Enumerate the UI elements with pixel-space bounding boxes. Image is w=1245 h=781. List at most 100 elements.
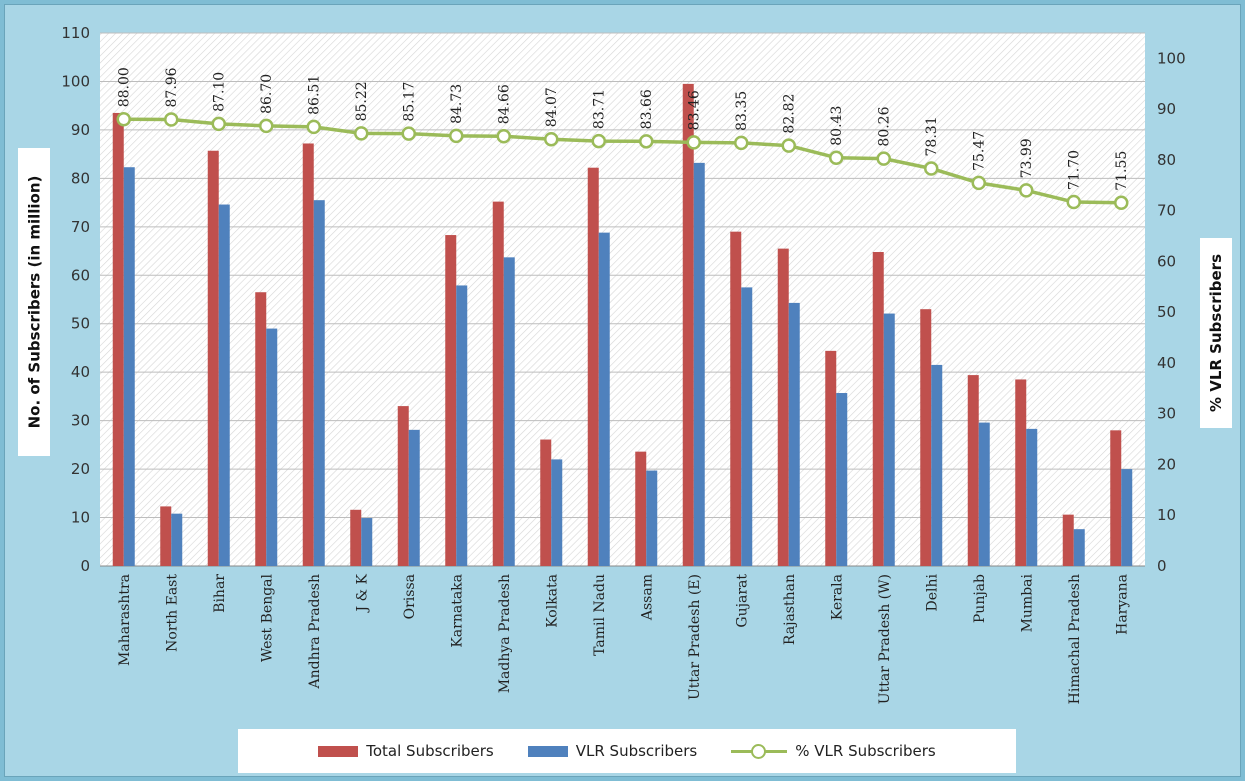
bar-vlr-subscribers	[313, 200, 325, 566]
category-label: Maharashtra	[117, 574, 133, 666]
y-axis-ticks: 0 10 20 30 40 50 60 70 80 90 100 110	[61, 24, 90, 575]
percent-vlr-marker	[639, 134, 654, 149]
percent-data-label: 80.26	[877, 106, 893, 146]
category-label: Orissa	[402, 574, 418, 619]
percent-data-label: 84.73	[449, 84, 465, 124]
bar-vlr-subscribers	[408, 429, 420, 566]
bar-vlr-subscribers	[836, 393, 848, 566]
bar-total-subscribers	[825, 350, 837, 566]
percent-data-label: 82.82	[782, 93, 798, 133]
percent-line	[116, 112, 1129, 211]
percent-data-label: 88.00	[117, 67, 133, 107]
percent-vlr-marker	[924, 161, 939, 176]
percent-data-label: 73.99	[1019, 138, 1035, 178]
percent-vlr-marker	[686, 135, 701, 150]
bar-total-subscribers	[445, 235, 457, 566]
percent-data-label: 83.66	[639, 89, 655, 129]
category-label: Kolkata	[544, 574, 560, 628]
bar-vlr-subscribers	[1073, 529, 1085, 566]
bar-vlr-subscribers	[218, 204, 230, 566]
bar-vlr-subscribers	[456, 285, 468, 566]
percent-data-label: 71.55	[1114, 151, 1130, 191]
percent-vlr-line	[123, 117, 1122, 205]
legend: Total Subscribers VLR Subscribers % VLR …	[238, 729, 1016, 773]
category-label: Andhra Pradesh	[307, 574, 323, 690]
percent-data-label: 71.70	[1067, 150, 1083, 190]
percent-data-label: 78.31	[924, 116, 940, 156]
percent-vlr-marker	[496, 128, 511, 144]
bar-total-subscribers	[682, 83, 694, 567]
legend-label-total: Total Subscribers	[366, 742, 494, 760]
percent-data-label: 83.35	[734, 91, 750, 131]
category-label: J & K	[354, 573, 370, 613]
y2-tick-label: 50	[1157, 303, 1176, 321]
category-label: Punjab	[972, 574, 988, 623]
percent-vlr-marker	[734, 135, 749, 151]
y-tick-label: 110	[61, 24, 90, 42]
y-tick-label: 100	[61, 72, 90, 90]
y-tick-label: 40	[71, 363, 90, 381]
data-labels: 88.00 87.96 87.10 86.70 86.51 85.22 85.17 84.73…	[117, 67, 1131, 191]
bar-vlr-subscribers	[503, 257, 515, 566]
bar-vlr-subscribers	[646, 470, 658, 566]
y-axis-title: No. of Subscribers (in million)	[25, 175, 43, 429]
legend-item-vlr: VLR Subscribers	[527, 742, 698, 760]
y-tick-label: 70	[71, 218, 90, 236]
category-label: North East	[164, 574, 180, 652]
legend-label-vlr: VLR Subscribers	[575, 742, 698, 760]
category-label: Gujarat	[734, 574, 750, 628]
y-tick-label: 10	[71, 509, 90, 527]
percent-vlr-marker	[591, 133, 606, 149]
y2-tick-label: 70	[1157, 202, 1176, 220]
percent-vlr-marker	[449, 128, 464, 144]
percent-vlr-marker	[829, 150, 844, 165]
percent-vlr-marker	[971, 175, 986, 191]
percent-vlr-marker	[306, 119, 321, 135]
y2-tick-label: 0	[1157, 557, 1167, 575]
y2-tick-label: 20	[1157, 455, 1176, 473]
category-labels: Maharashtra North East Bihar West Bengal And…	[117, 573, 1131, 704]
category-label: Rajasthan	[782, 574, 798, 645]
category-label: Assam	[639, 574, 655, 621]
y2-tick-label: 90	[1157, 100, 1176, 118]
percent-data-label: 80.43	[829, 106, 845, 146]
legend-swatch-pct	[731, 743, 788, 759]
y2-tick-label: 10	[1157, 506, 1176, 524]
percent-data-label: 83.46	[687, 90, 703, 130]
bar-vlr-subscribers	[1026, 428, 1038, 566]
y-tick-label: 20	[71, 460, 90, 478]
percent-data-label: 84.66	[497, 84, 513, 124]
category-label: Uttar Pradesh (E)	[687, 574, 703, 700]
percent-data-label: 83.71	[592, 89, 608, 129]
bar-vlr-subscribers	[171, 513, 183, 566]
bar-vlr-subscribers	[598, 232, 610, 566]
bar-vlr-subscribers	[266, 328, 278, 566]
legend-swatch-vlr	[527, 745, 568, 757]
bar-total-subscribers	[397, 406, 409, 566]
bar-total-subscribers	[872, 252, 884, 567]
percent-vlr-marker	[259, 118, 274, 134]
y-tick-label: 0	[80, 557, 90, 575]
y2-tick-label: 80	[1157, 151, 1176, 169]
percent-data-label: 86.70	[259, 74, 275, 114]
y-tick-label: 80	[71, 169, 90, 187]
bar-total-subscribers	[350, 509, 362, 566]
bar-total-subscribers	[967, 375, 979, 566]
bar-total-subscribers	[920, 309, 932, 566]
y2-tick-label: 30	[1157, 405, 1176, 423]
bar-total-subscribers	[255, 292, 267, 566]
bar-total-subscribers	[777, 248, 789, 566]
legend-item-total: Total Subscribers	[318, 742, 494, 760]
y2-axis-ticks: 0 10 20 30 40 50 60 70 80 90 100	[1157, 49, 1186, 575]
y2-tick-label: 60	[1157, 252, 1176, 270]
category-label: Uttar Pradesh (W)	[877, 574, 893, 704]
bar-total-subscribers	[112, 112, 124, 566]
category-label: Kerala	[829, 574, 845, 620]
bar-total-subscribers	[1110, 430, 1122, 566]
percent-vlr-marker	[354, 126, 369, 141]
bar-total-subscribers	[540, 439, 552, 566]
category-label: West Bengal	[259, 573, 275, 662]
bar-vlr-subscribers	[123, 167, 135, 566]
bar-vlr-subscribers	[883, 313, 895, 566]
y2-axis-title: % VLR Subscribers	[1207, 253, 1226, 413]
